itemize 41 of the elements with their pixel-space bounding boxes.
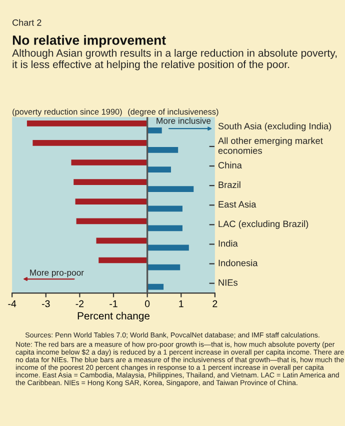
bar [96,238,148,244]
annotation: More pro-poor [30,270,84,278]
bar [147,284,164,290]
x-tick-label: -1 [110,300,118,308]
x-tick-label: 2 [212,300,218,308]
x-tick-label: -3 [42,300,50,308]
bar [71,160,148,166]
x-tick-label: 0 [144,300,150,308]
bar [26,120,148,126]
bar [147,166,171,172]
bar [147,244,189,251]
y-tick-label: NIEs [218,279,238,286]
bar [75,198,148,205]
y-tick-label: LAC (excluding Brazil) [218,220,308,229]
x-tick-label: -2 [76,300,84,308]
x-tick-label: -4 [8,300,16,308]
y-tick-label: East Asia [218,200,256,208]
x-tick-label: 1 [179,300,184,308]
bar [147,128,162,134]
chart-subtitle: Although Asian growth results in a large reduction in absolute poverty, it is less effective at helping the relative position of the poor. [12,48,337,70]
y-tick-label: Indonesia [218,259,258,266]
y-tick-label: India [218,240,238,247]
y-tick-label: South Asia (excluding India) [218,122,332,132]
text: (degree of inclusiveness) [128,108,218,116]
chart-title: No relative improvement [12,35,166,48]
bar [76,218,148,224]
y-tick-label: China [218,162,242,168]
y-tick-label: Brazil [218,181,240,188]
text: (poverty reduction since 1990) [12,108,122,116]
bar [147,147,178,153]
caption: Chart 2 [12,19,42,26]
annotation: More inclusive [156,118,211,124]
bar [147,206,182,212]
bar [74,179,148,185]
x-axis-title: Percent change [78,312,150,322]
bar [147,186,194,192]
y-tick-label: All other emerging market economies [218,137,323,154]
bar [147,225,182,232]
bar [32,140,148,146]
bar [98,257,148,264]
bar [147,264,180,270]
